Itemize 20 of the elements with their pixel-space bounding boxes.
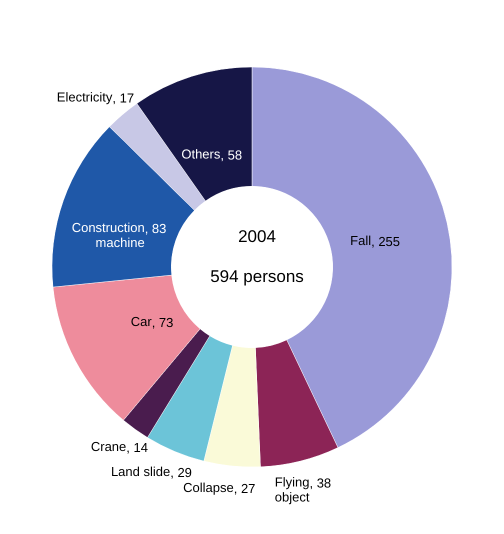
text: 2004 [238,227,276,246]
slice-label: Fall [350,233,372,248]
slice-label: Electricity [56,90,113,105]
slice-label: Land slide [110,464,170,479]
data-label: , 17 [112,90,134,106]
data-label: , 29 [170,464,192,480]
data-label: , 38 [309,475,332,490]
data-label: , 58 [220,148,242,163]
text: 594 persons [210,267,304,286]
data-label: , 14 [126,440,148,456]
slice-label: Crane [90,439,126,454]
data-label: , 255 [371,234,400,250]
slice-label: Flying object [274,474,310,504]
data-label: , 27 [234,480,256,496]
data-label: , 83 [144,220,166,236]
slice-label: Car [130,314,152,330]
slice-label: Collapse [183,480,234,495]
slice-label: Others [181,146,221,162]
slice-label: Construction machine [72,220,145,250]
data-label: , 73 [152,315,174,330]
